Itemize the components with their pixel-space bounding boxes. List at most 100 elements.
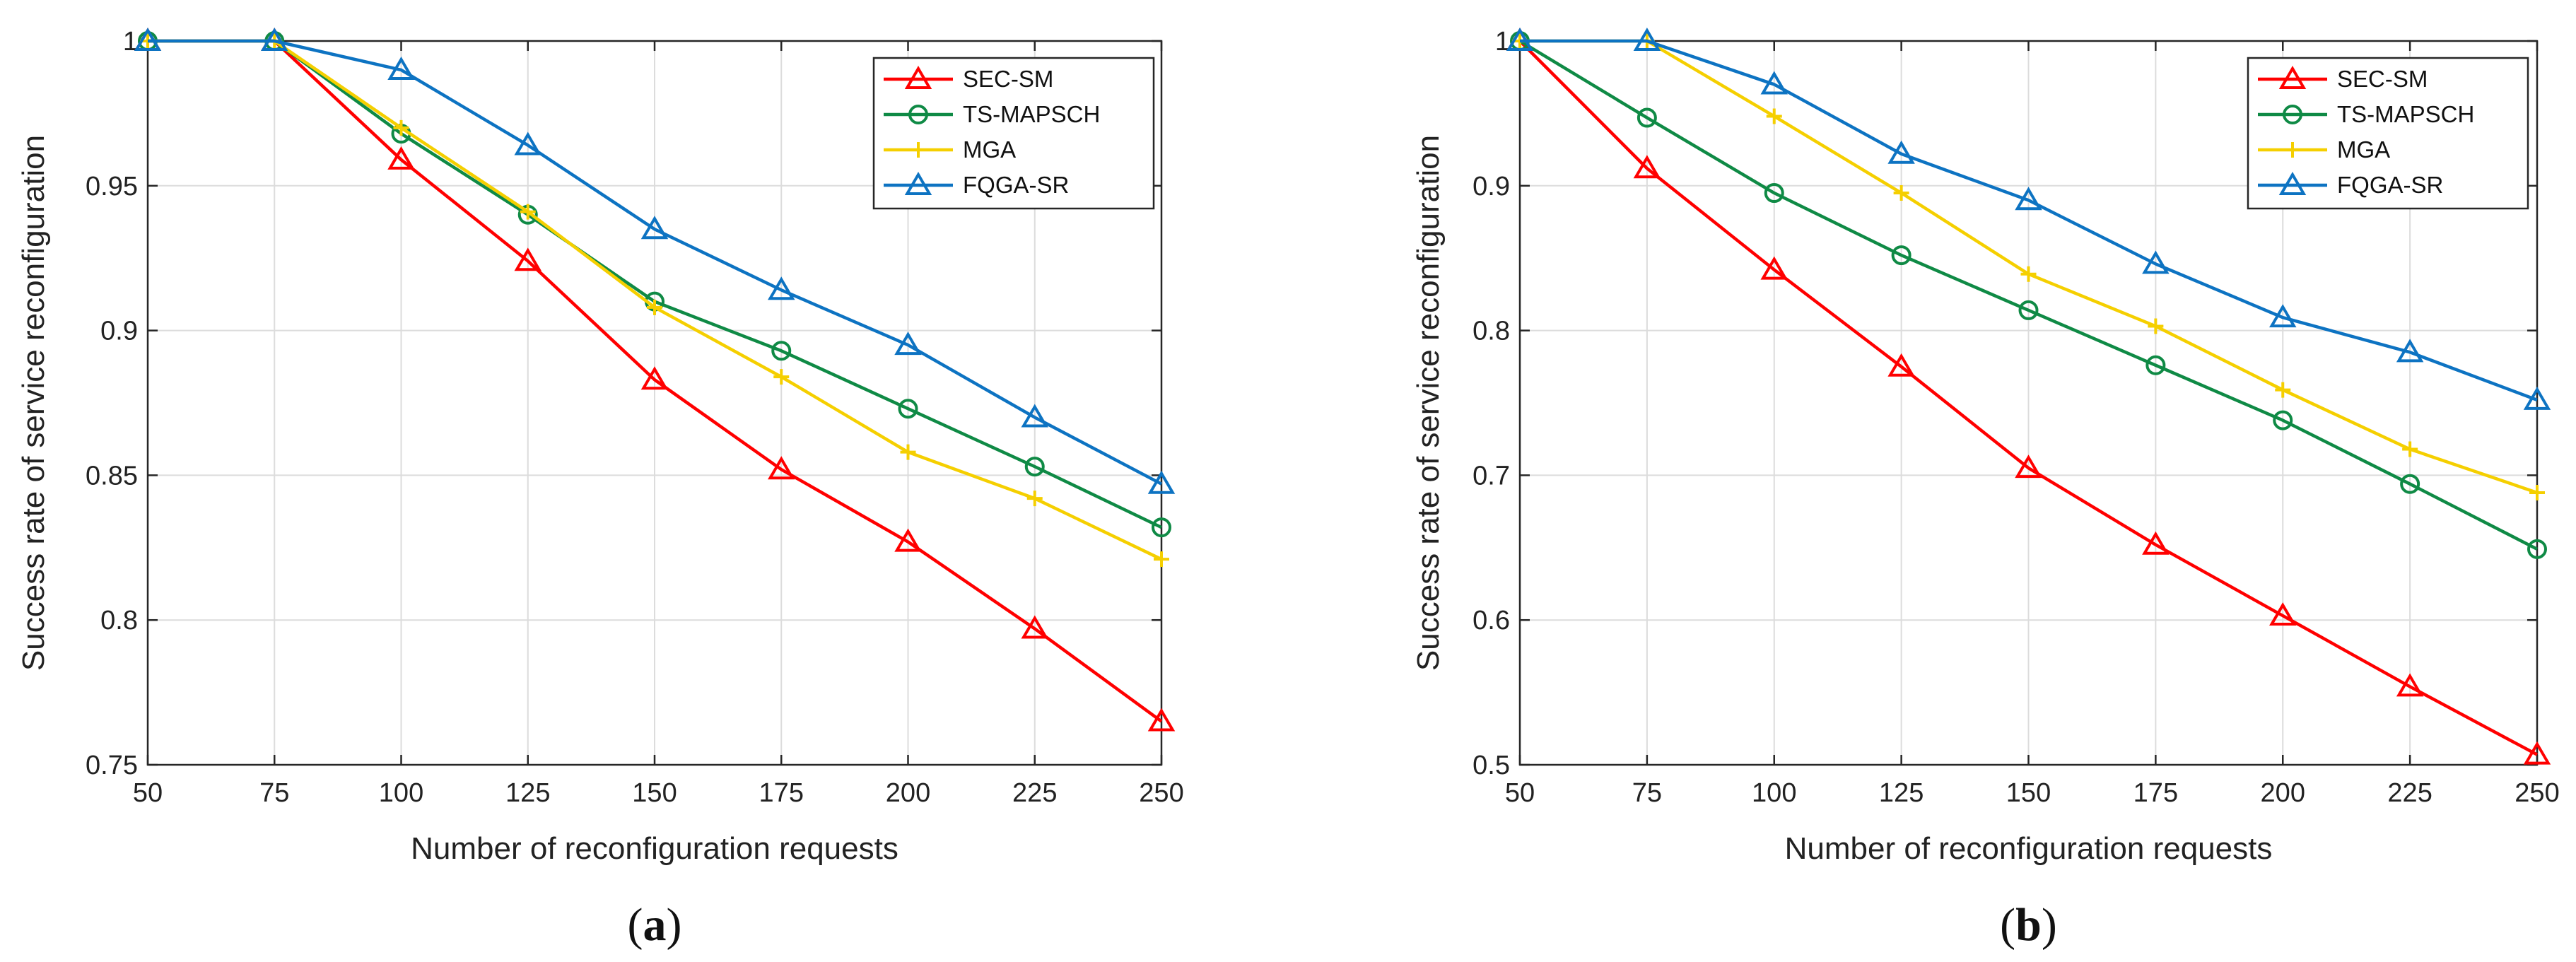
data-point-ts-mapsch	[2018, 300, 2039, 320]
data-point-mga	[1026, 491, 1043, 507]
legend-label: SEC-SM	[963, 66, 1053, 92]
series-fqga-sr	[134, 28, 1176, 494]
legend-box	[872, 57, 1155, 210]
y-tick-label: 0.7	[1473, 461, 1510, 491]
y-axis-label: Success rate of service reconfiguration	[16, 135, 51, 671]
legend-entry-ts-mapsch: TS-MAPSCH	[884, 101, 1100, 127]
data-point-fqga-sr	[1633, 28, 1661, 51]
legend-marker	[904, 172, 932, 195]
x-tick-label: 75	[1632, 778, 1662, 808]
data-point-sec-sm	[1147, 708, 1176, 732]
data-point-fqga-sr	[640, 216, 669, 240]
data-point-sec-sm	[514, 247, 541, 271]
chart-panel-b: 50 75 100 125 150 175 200 225 250 0.5 0.6 0.7 0.8 0.9…	[1411, 27, 2560, 951]
data-point-mga	[393, 119, 409, 136]
series-line-sec-sm	[1518, 40, 2539, 756]
legend-marker	[911, 142, 926, 158]
series-fqga-sr	[1506, 28, 2551, 410]
data-point-mga	[2020, 266, 2037, 282]
y-tick-label: 0.6	[1473, 606, 1510, 635]
data-point-fqga-sr	[261, 28, 288, 51]
data-point-ts-mapsch	[771, 341, 792, 361]
data-point-sec-sm	[1760, 256, 1788, 280]
legend-entry-ts-mapsch: TS-MAPSCH	[2258, 101, 2474, 127]
legend-marker	[2278, 172, 2307, 195]
legend-marker	[2278, 66, 2307, 89]
data-point-fqga-sr	[768, 276, 795, 300]
data-point-ts-mapsch	[2145, 355, 2166, 375]
y-tick-label: 0.75	[86, 751, 138, 780]
data-point-ts-mapsch	[1764, 183, 1784, 204]
data-point-sec-sm	[2523, 741, 2551, 765]
x-tick-label: 150	[2006, 778, 2051, 808]
x-tick-label: 50	[1505, 778, 1535, 808]
data-point-mga	[2402, 441, 2418, 457]
y-axis-label: Success rate of service reconfiguration	[1411, 135, 1446, 671]
x-tick-label: 125	[1879, 778, 1924, 808]
data-point-sec-sm	[2396, 673, 2424, 697]
y-tick-label: 0.8	[1473, 317, 1510, 346]
data-point-sec-sm	[640, 366, 669, 390]
data-point-mga	[1154, 551, 1169, 568]
legend: SEC-SM TS-MAPSCH MGA FQGA-SR	[2247, 57, 2529, 210]
legend-label: MGA	[963, 136, 1016, 163]
data-point-mga	[1766, 108, 1782, 124]
data-point-fqga-sr	[894, 332, 922, 356]
data-point-mga	[1893, 185, 1909, 201]
data-point-ts-mapsch	[1152, 517, 1171, 538]
series-line-fqga-sr	[1520, 39, 2538, 402]
y-tick-label: 1	[1495, 27, 1510, 57]
data-point-fqga-sr	[1506, 28, 1534, 51]
data-point-fqga-sr	[2396, 339, 2424, 363]
data-point-fqga-sr	[1760, 71, 1788, 95]
legend-entry-fqga-sr: FQGA-SR	[884, 172, 1069, 198]
x-tick-label: 75	[259, 778, 289, 808]
legend-marker	[2283, 105, 2302, 124]
data-point-sec-sm	[2142, 531, 2170, 555]
data-point-sec-sm	[2015, 454, 2042, 479]
data-point-ts-mapsch	[1891, 245, 1911, 266]
data-point-fqga-sr	[134, 28, 162, 51]
legend-entry-fqga-sr: FQGA-SR	[2258, 172, 2443, 198]
data-point-sec-sm	[894, 528, 922, 552]
caption-part: (	[2000, 899, 2015, 951]
data-point-sec-sm	[1633, 155, 1661, 179]
legend-label: SEC-SM	[2337, 66, 2428, 92]
series-line-fqga-sr	[148, 39, 1163, 486]
data-point-fqga-sr	[2142, 250, 2170, 274]
y-tick-label: 0.85	[86, 461, 138, 491]
legend-marker	[908, 105, 928, 124]
data-point-ts-mapsch	[2527, 539, 2547, 559]
x-tick-label: 250	[1139, 778, 1183, 808]
data-point-fqga-sr	[387, 56, 415, 80]
legend-label: MGA	[2337, 136, 2390, 163]
data-point-mga	[2275, 382, 2291, 398]
x-tick-label: 175	[2133, 778, 2178, 808]
legend-label: FQGA-SR	[963, 172, 1069, 198]
x-tick-label: 225	[2387, 778, 2432, 808]
data-point-ts-mapsch	[2273, 410, 2293, 430]
x-axis-label: Number of reconfiguration requests	[1785, 831, 2273, 866]
data-point-sec-sm	[1887, 353, 1915, 377]
data-point-fqga-sr	[2015, 187, 2042, 211]
legend-marker	[904, 66, 932, 89]
legend-label: TS-MAPSCH	[2337, 101, 2474, 127]
caption-part: b	[2015, 899, 2042, 951]
y-tick-label: 0.95	[86, 172, 138, 201]
legend-label: FQGA-SR	[2337, 172, 2443, 198]
x-tick-label: 50	[133, 778, 163, 808]
legend-entry-sec-sm: SEC-SM	[884, 66, 1053, 92]
x-tick-label: 175	[759, 778, 804, 808]
data-point-fqga-sr	[1147, 470, 1176, 494]
chart-panel-a: 50 75 100 125 150 175 200 225 250 0.75 0.8 0.85 0.9 0…	[16, 27, 1184, 951]
y-tick-label: 1	[123, 27, 138, 57]
caption-part: )	[2042, 899, 2057, 951]
caption-part: (	[628, 899, 643, 951]
data-point-sec-sm	[387, 146, 415, 170]
x-tick-label: 250	[2514, 778, 2559, 808]
data-point-ts-mapsch	[898, 399, 918, 419]
series-sec-sm	[1506, 28, 2551, 765]
legend-entry-mga: MGA	[2258, 136, 2390, 163]
data-point-mga	[900, 444, 916, 460]
